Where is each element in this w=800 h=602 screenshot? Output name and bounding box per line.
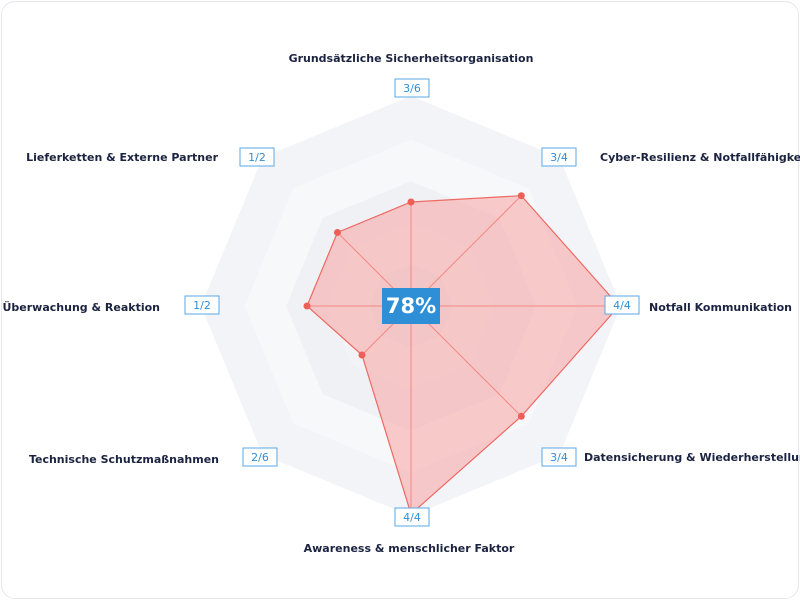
- score-badge-text: 4/4: [403, 511, 421, 524]
- score-badge-text: 4/4: [613, 299, 631, 312]
- radar-point: [358, 351, 366, 359]
- axis-labels: Grundsätzliche Sicherheitsorganisation Cy…: [2, 52, 800, 555]
- score-badge-text: 1/2: [248, 151, 266, 164]
- score-badge-text: 2/6: [251, 451, 269, 464]
- center-score-badge: [382, 288, 440, 324]
- center-score-value: 78%: [386, 294, 436, 318]
- radar-point: [517, 412, 525, 420]
- axis-label: Technische Schutzmaßnahmen: [29, 453, 219, 466]
- score-badge-text: 3/4: [550, 451, 568, 464]
- axis-label: Cyber-Resilienz & Notfallfähigkeit: [600, 151, 800, 164]
- score-badges: 3/6 3/4 4/4 3/4 4/4 2/6 1/2 1/2: [184, 78, 640, 527]
- score-badge-text: 3/6: [403, 82, 421, 95]
- score-badge: [394, 78, 430, 98]
- axis-label: Überwachung & Reaktion: [2, 300, 160, 314]
- radar-point: [407, 198, 415, 206]
- axis-label: Grundsätzliche Sicherheitsorganisation: [289, 52, 534, 65]
- radar-point: [303, 302, 311, 310]
- axis-label: Datensicherung & Wiederherstellung: [584, 451, 800, 464]
- score-badge: [242, 447, 278, 467]
- score-badge-text: 1/2: [193, 299, 211, 312]
- axis-label: Lieferketten & Externe Partner: [26, 151, 218, 164]
- score-badge: [541, 447, 577, 467]
- center-score: 78%: [382, 288, 440, 324]
- score-badge: [239, 147, 275, 167]
- radar-point: [333, 228, 341, 236]
- score-badge: [604, 295, 640, 315]
- score-badge-text: 3/4: [550, 151, 568, 164]
- score-badge: [541, 147, 577, 167]
- axis-label: Awareness & menschlicher Faktor: [304, 542, 515, 555]
- axis-label: Notfall Kommunikation: [649, 301, 792, 314]
- radar-point: [517, 192, 525, 200]
- score-badge: [184, 295, 220, 315]
- score-badge: [394, 507, 430, 527]
